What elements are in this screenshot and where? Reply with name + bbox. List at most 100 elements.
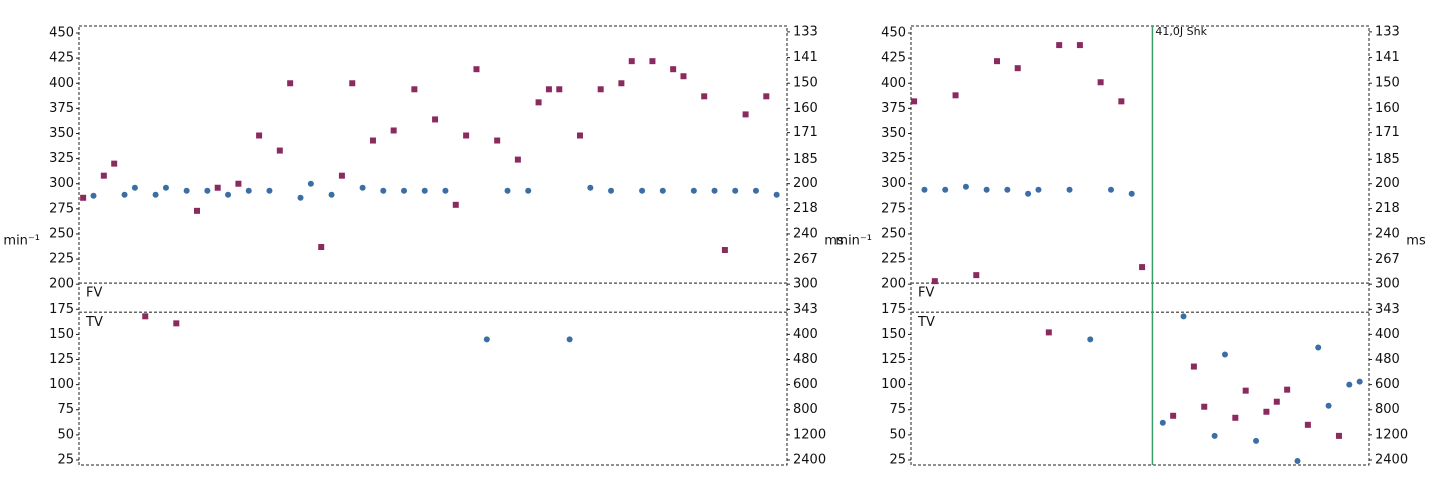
point bbox=[194, 207, 200, 214]
point bbox=[442, 187, 449, 194]
y2-tick-label: 267 bbox=[793, 252, 818, 267]
point bbox=[162, 184, 169, 191]
point bbox=[225, 191, 232, 198]
point bbox=[931, 278, 938, 285]
point bbox=[452, 201, 459, 208]
y-tick-label: 300 bbox=[49, 176, 74, 191]
y-axis-label: min⁻¹ bbox=[835, 234, 872, 249]
y-tick-label: 450 bbox=[49, 26, 74, 41]
point bbox=[525, 187, 532, 194]
threshold-label: FV bbox=[86, 286, 102, 301]
point bbox=[962, 183, 969, 190]
point bbox=[1315, 344, 1322, 351]
y2-tick-label: 240 bbox=[793, 226, 818, 241]
point bbox=[256, 132, 263, 139]
y2-tick-label: 150 bbox=[1375, 76, 1400, 91]
point bbox=[432, 116, 439, 123]
point bbox=[1232, 414, 1239, 421]
point bbox=[1325, 402, 1332, 409]
y2-tick-label: 171 bbox=[1375, 125, 1400, 140]
y-tick-label: 225 bbox=[49, 252, 74, 267]
point bbox=[1304, 421, 1311, 428]
y-tick-label: 425 bbox=[49, 51, 74, 66]
y-tick-label: 325 bbox=[881, 151, 906, 166]
y-tick-label: 150 bbox=[49, 327, 74, 342]
y2-tick-label: 1200 bbox=[793, 427, 826, 442]
y2-tick-label: 141 bbox=[793, 50, 818, 65]
point bbox=[1211, 432, 1218, 439]
y-tick-label: 275 bbox=[49, 201, 74, 216]
y-tick-label: 400 bbox=[49, 76, 74, 91]
point bbox=[100, 172, 107, 179]
point bbox=[659, 187, 666, 194]
y2-tick-label: 400 bbox=[793, 327, 818, 342]
point bbox=[1335, 432, 1342, 439]
y2-tick-label: 133 bbox=[1375, 24, 1400, 39]
y2-tick-label: 160 bbox=[793, 101, 818, 116]
point bbox=[111, 160, 118, 167]
point bbox=[463, 132, 470, 139]
point bbox=[297, 194, 304, 201]
y2-tick-label: 400 bbox=[1375, 327, 1400, 342]
point bbox=[380, 187, 387, 194]
point bbox=[1025, 190, 1032, 197]
point bbox=[514, 156, 521, 163]
point bbox=[556, 86, 563, 93]
point bbox=[732, 187, 739, 194]
threshold-label: TV bbox=[85, 315, 103, 330]
point bbox=[1294, 457, 1301, 464]
y-tick-label: 175 bbox=[49, 302, 74, 317]
point bbox=[1118, 98, 1125, 105]
y-tick-label: 125 bbox=[49, 352, 74, 367]
point bbox=[639, 187, 646, 194]
y-tick-label: 450 bbox=[881, 26, 906, 41]
point bbox=[318, 244, 325, 251]
y2-tick-label: 218 bbox=[1375, 201, 1400, 216]
point bbox=[338, 172, 345, 179]
point bbox=[421, 187, 428, 194]
point bbox=[690, 187, 697, 194]
y2-tick-label: 160 bbox=[1375, 101, 1400, 116]
point bbox=[670, 66, 677, 73]
point bbox=[504, 187, 511, 194]
point bbox=[1097, 79, 1104, 86]
y-tick-label: 225 bbox=[881, 252, 906, 267]
point bbox=[597, 86, 604, 93]
y-tick-label: 375 bbox=[881, 101, 906, 116]
point bbox=[1128, 190, 1135, 197]
y-tick-label: 25 bbox=[57, 452, 74, 467]
y-tick-label: 75 bbox=[57, 402, 74, 417]
point bbox=[349, 80, 356, 87]
y-tick-label: 400 bbox=[881, 76, 906, 91]
point bbox=[973, 272, 980, 279]
y2-tick-label: 185 bbox=[1375, 152, 1400, 167]
y2-tick-label: 171 bbox=[793, 125, 818, 140]
point bbox=[235, 180, 242, 187]
y2-tick-label: 800 bbox=[1375, 402, 1400, 417]
y-tick-label: 350 bbox=[881, 126, 906, 141]
point bbox=[1139, 264, 1146, 271]
y-tick-label: 275 bbox=[881, 201, 906, 216]
point bbox=[1066, 186, 1073, 193]
point bbox=[473, 66, 480, 73]
point bbox=[721, 247, 728, 254]
y2-tick-label: 480 bbox=[1375, 352, 1400, 367]
point bbox=[1263, 408, 1270, 415]
point bbox=[576, 132, 583, 139]
y-tick-label: 200 bbox=[881, 277, 906, 292]
shock-label: 41,0J Shk bbox=[1155, 25, 1207, 38]
point bbox=[1356, 378, 1363, 385]
point bbox=[1221, 351, 1228, 358]
y2-tick-label: 300 bbox=[1375, 277, 1400, 292]
y-tick-label: 100 bbox=[881, 377, 906, 392]
y2-tick-label: 1200 bbox=[1375, 427, 1408, 442]
point bbox=[328, 191, 335, 198]
y-tick-label: 200 bbox=[49, 277, 74, 292]
point bbox=[1014, 65, 1021, 72]
y2-tick-label: 480 bbox=[793, 352, 818, 367]
point bbox=[1159, 419, 1166, 426]
point bbox=[121, 191, 128, 198]
y-tick-label: 75 bbox=[889, 402, 906, 417]
point bbox=[711, 187, 718, 194]
point bbox=[649, 58, 656, 65]
